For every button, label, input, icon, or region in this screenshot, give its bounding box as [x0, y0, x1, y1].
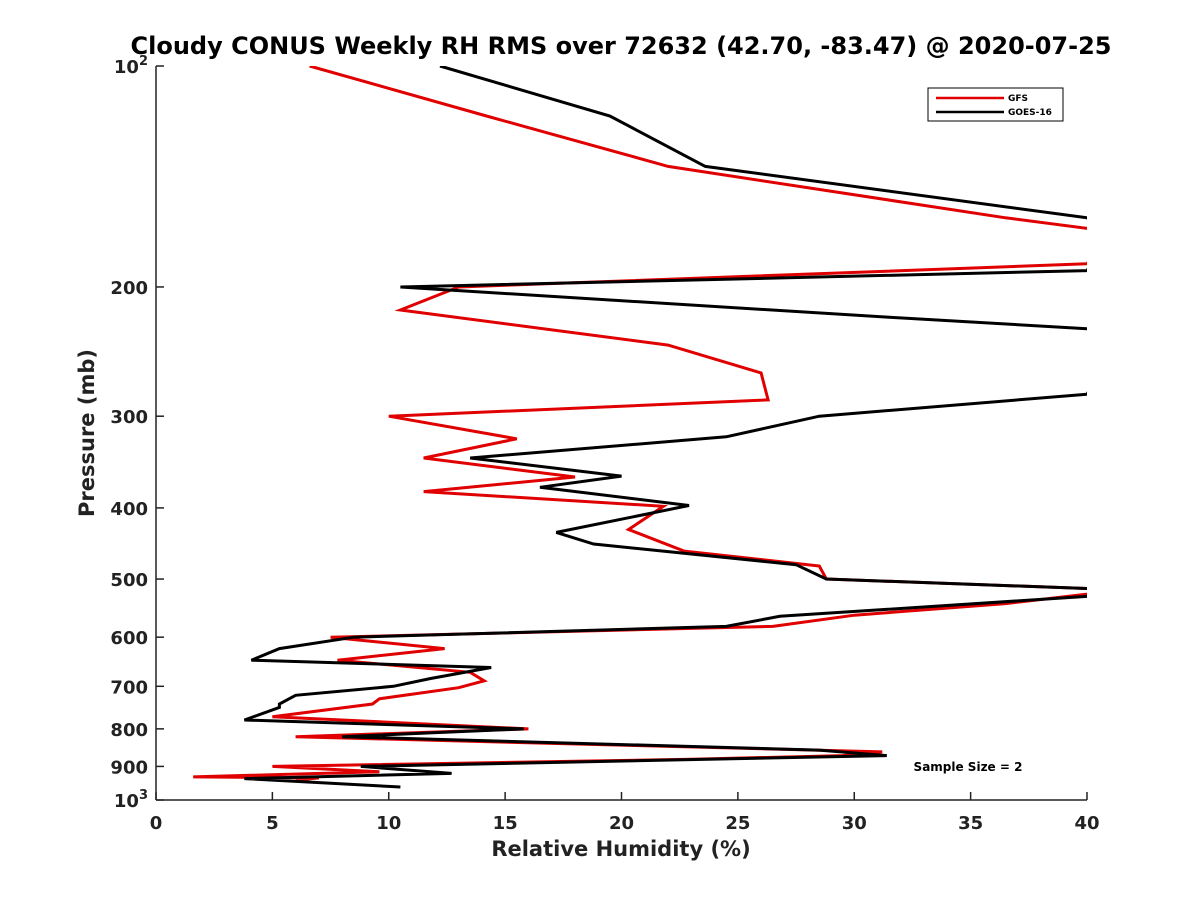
y-ticks: 102 200 300 400 500 600 700 800 900 103 [110, 54, 164, 812]
chart-title: Cloudy CONUS Weekly RH RMS over 72632 (4… [131, 32, 1112, 60]
legend: GFS GOES-16 [927, 87, 1064, 122]
axes-layer [155, 66, 1087, 801]
y-axis-label: Pressure (mb) [75, 349, 99, 517]
y-tick-label: 600 [110, 628, 148, 649]
y-tick-label: 300 [110, 407, 148, 428]
series-layer [193, 66, 1087, 789]
legend-label: GFS [1008, 94, 1028, 104]
y-tick-label: 103 [114, 788, 148, 812]
x-tick-label: 20 [609, 813, 634, 834]
x-tick-label: 30 [842, 813, 867, 834]
x-tick-label: 0 [150, 813, 163, 834]
series-line-goes-16 [243, 66, 1087, 789]
x-ticks: 0 5 10 15 20 25 30 35 40 [150, 792, 1100, 834]
sample-size-annotation: Sample Size = 2 [914, 760, 1023, 774]
y-tick-label: 400 [110, 499, 148, 520]
x-tick-label: 25 [725, 813, 750, 834]
x-tick-label: 15 [493, 813, 518, 834]
y-tick-label: 900 [110, 757, 148, 778]
legend-label: GOES-16 [1008, 108, 1052, 118]
x-tick-label: 5 [266, 813, 279, 834]
x-tick-label: 40 [1074, 813, 1099, 834]
y-tick-label: 102 [114, 54, 148, 78]
y-tick-label: 500 [110, 570, 148, 591]
x-tick-label: 35 [958, 813, 983, 834]
y-tick-label: 200 [110, 278, 148, 299]
x-axis-label: Relative Humidity (%) [491, 837, 750, 861]
legend-box [927, 87, 1064, 122]
series-line-gfs [193, 66, 1087, 782]
y-tick-label: 700 [110, 677, 148, 698]
x-tick-label: 10 [376, 813, 401, 834]
y-tick-label: 800 [110, 720, 148, 741]
